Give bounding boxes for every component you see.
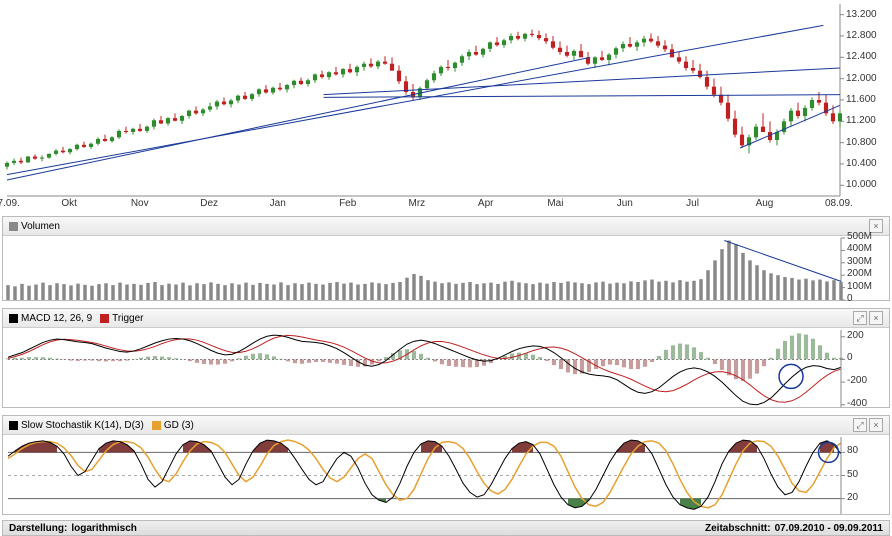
volume-header: Volumen ×: [3, 217, 889, 236]
stoch-legend-square: [9, 421, 18, 430]
stoch-title: Slow Stochastik K(14), D(3): [21, 420, 144, 431]
expand-icon[interactable]: ⤢: [853, 418, 867, 432]
macd-legend-square: [9, 314, 18, 323]
display-value[interactable]: logarithmisch: [71, 523, 137, 534]
close-icon[interactable]: ×: [869, 418, 883, 432]
gd-legend-square: [152, 421, 161, 430]
display-label: Darstellung:: [9, 523, 67, 534]
volume-title: Volumen: [21, 221, 60, 232]
stoch-header: Slow Stochastik K(14), D(3) GD (3) ⤢ ×: [3, 416, 889, 435]
volume-panel: Volumen × 0100M200M300M400M500M: [2, 216, 890, 301]
timespan-label: Zeitabschnitt:: [705, 523, 771, 534]
macd-chart[interactable]: [3, 328, 889, 409]
timespan-value[interactable]: 07.09.2010 - 09.09.2011: [775, 523, 883, 534]
macd-title: MACD 12, 26, 9: [21, 313, 92, 324]
trigger-title: Trigger: [112, 313, 143, 324]
close-icon[interactable]: ×: [869, 311, 883, 325]
expand-icon[interactable]: ⤢: [853, 311, 867, 325]
footer-bar: Darstellung: logarithmisch Zeitabschnitt…: [2, 520, 890, 536]
stoch-panel: Slow Stochastik K(14), D(3) GD (3) ⤢ × 2…: [2, 415, 890, 515]
gd-title: GD (3): [164, 420, 194, 431]
macd-panel: MACD 12, 26, 9 Trigger ⤢ × -400-2000200: [2, 308, 890, 408]
volume-legend-square: [9, 222, 18, 231]
macd-header: MACD 12, 26, 9 Trigger ⤢ ×: [3, 309, 889, 328]
trigger-legend-square: [100, 314, 109, 323]
volume-chart[interactable]: [3, 236, 889, 302]
price-chart-panel: 10.00010.40010.80011.20011.60012.00012.4…: [2, 0, 890, 212]
stoch-chart[interactable]: [3, 435, 889, 516]
price-chart[interactable]: [2, 0, 890, 212]
